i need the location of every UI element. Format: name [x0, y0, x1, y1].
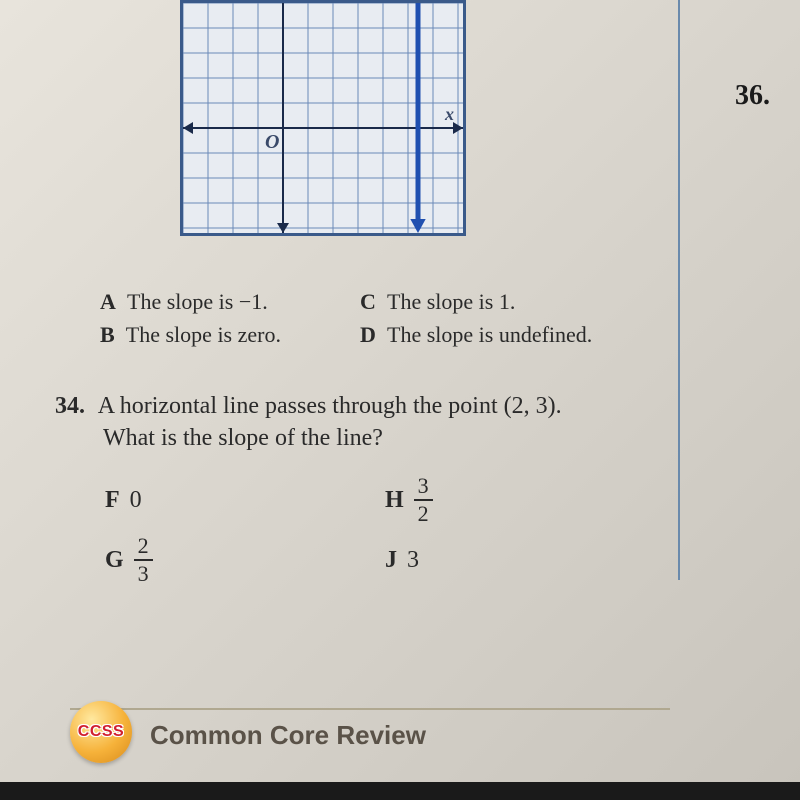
ccss-title: Common Core Review: [150, 720, 426, 751]
ccss-section-header: CCSS Common Core Review: [70, 708, 670, 760]
answer-value: 0: [130, 487, 142, 514]
answer-b: B The slope is zero.: [100, 318, 360, 351]
answer-letter: A: [100, 289, 116, 314]
answer-j: J 3: [385, 547, 605, 574]
answer-letter: J: [385, 547, 397, 574]
answer-fraction: 3 2: [414, 475, 433, 525]
question-34: 34. A horizontal line passes through the…: [55, 390, 675, 455]
textbook-page: Ox 36. A The slope is −1. C The slope is…: [0, 0, 800, 800]
svg-text:O: O: [265, 131, 279, 153]
ccss-badge-icon: CCSS: [70, 701, 132, 763]
answer-letter: G: [105, 547, 124, 574]
answer-letter: B: [100, 322, 115, 347]
answer-f: F 0: [105, 487, 385, 514]
answer-g: G 2 3: [105, 535, 385, 585]
next-question-number: 36.: [735, 80, 770, 112]
answer-value: 3: [407, 547, 419, 574]
ccss-badge-text: CCSS: [78, 723, 124, 741]
answer-letter: H: [385, 487, 404, 514]
question-34-answers: F 0 H 3 2 G 2 3 J 3: [105, 470, 605, 590]
answer-text: The slope is 1.: [387, 289, 515, 314]
svg-text:x: x: [444, 104, 454, 124]
answer-text: The slope is zero.: [126, 322, 281, 347]
page-bottom-edge: [0, 782, 800, 800]
question-number: 34.: [55, 393, 85, 419]
answer-letter: C: [360, 289, 376, 314]
answer-text: The slope is undefined.: [387, 322, 592, 347]
graph-svg: Ox: [183, 3, 463, 233]
answer-text: The slope is −1.: [127, 289, 268, 314]
question-text-line1: A horizontal line passes through the poi…: [98, 393, 562, 419]
answer-c: C The slope is 1.: [360, 285, 660, 318]
answer-fraction: 2 3: [134, 535, 153, 585]
column-divider: [678, 0, 680, 580]
answer-d: D The slope is undefined.: [360, 318, 660, 351]
answer-h: H 3 2: [385, 475, 605, 525]
answer-a: A The slope is −1.: [100, 285, 360, 318]
question-text-line2: What is the slope of the line?: [103, 422, 675, 454]
answer-letter: F: [105, 487, 120, 514]
answer-letter: D: [360, 322, 376, 347]
coordinate-graph: Ox: [180, 0, 466, 236]
prev-question-answers: A The slope is −1. C The slope is 1. B T…: [100, 285, 660, 351]
